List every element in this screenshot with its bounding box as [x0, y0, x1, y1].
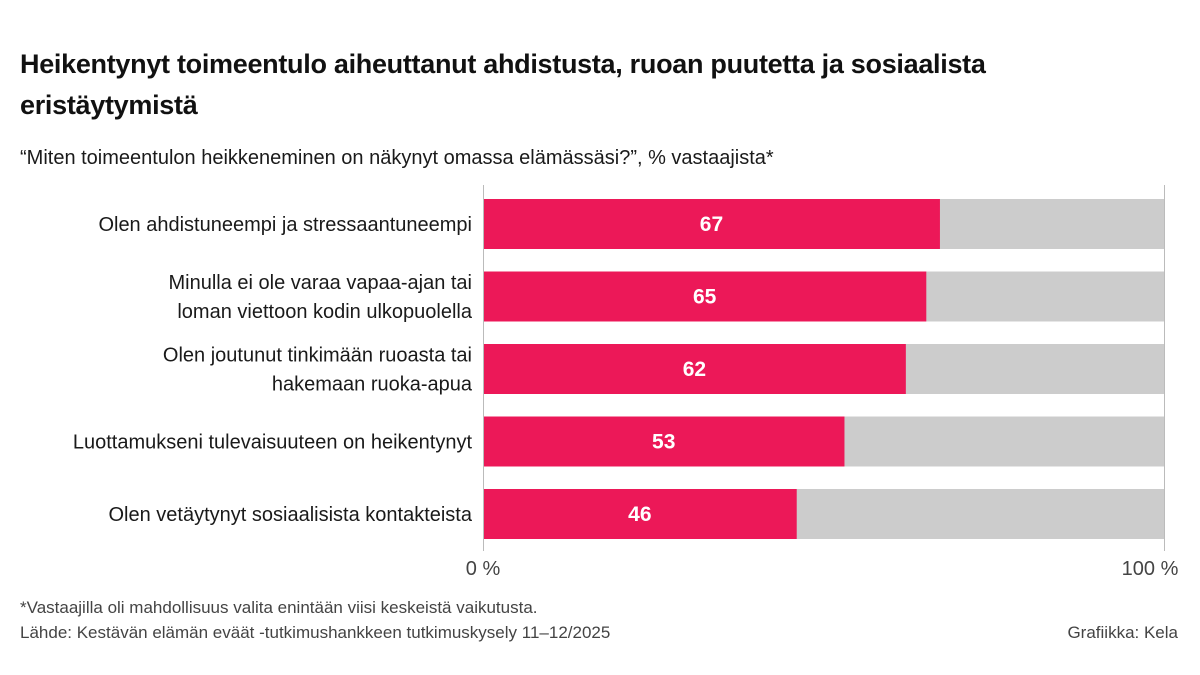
bar-value [483, 416, 845, 467]
bar-value [483, 271, 927, 322]
graphics-credit: Grafiikka: Kela [1067, 623, 1178, 642]
data-label: 67 [700, 213, 723, 236]
bar-value [483, 489, 797, 539]
category-label: Minulla ei ole varaa vapaa-ajan tai loman… [168, 272, 472, 323]
footnote: *Vastaajilla oli mahdollisuus valita eni… [20, 598, 538, 617]
source-text: Lähde: Kestävän elämän eväät -tutkimusha… [20, 623, 611, 642]
chart-subtitle: “Miten toimeentulon heikkeneminen on näk… [20, 147, 774, 169]
bar-value [483, 344, 906, 394]
data-label: 53 [652, 431, 675, 454]
category-label: Olen vetäytynyt sosiaalisista kontakteis… [108, 504, 472, 526]
data-label: 65 [693, 286, 717, 309]
x-tick-label: 0 % [466, 558, 501, 580]
data-label: 46 [628, 503, 651, 526]
category-label: Olen ahdistuneempi ja stressaantuneempi [98, 214, 472, 236]
data-label: 62 [683, 358, 706, 381]
x-tick-label: 100 % [1122, 558, 1179, 580]
category-label: Olen joutunut tinkimään ruoasta tai hakem… [163, 345, 473, 396]
category-label: Luottamukseni tulevaisuuteen on heikenty… [73, 432, 473, 454]
chart-title: Heikentynyt toimeentulo aiheuttanut ahdi… [20, 49, 986, 120]
bar-value [483, 199, 940, 249]
